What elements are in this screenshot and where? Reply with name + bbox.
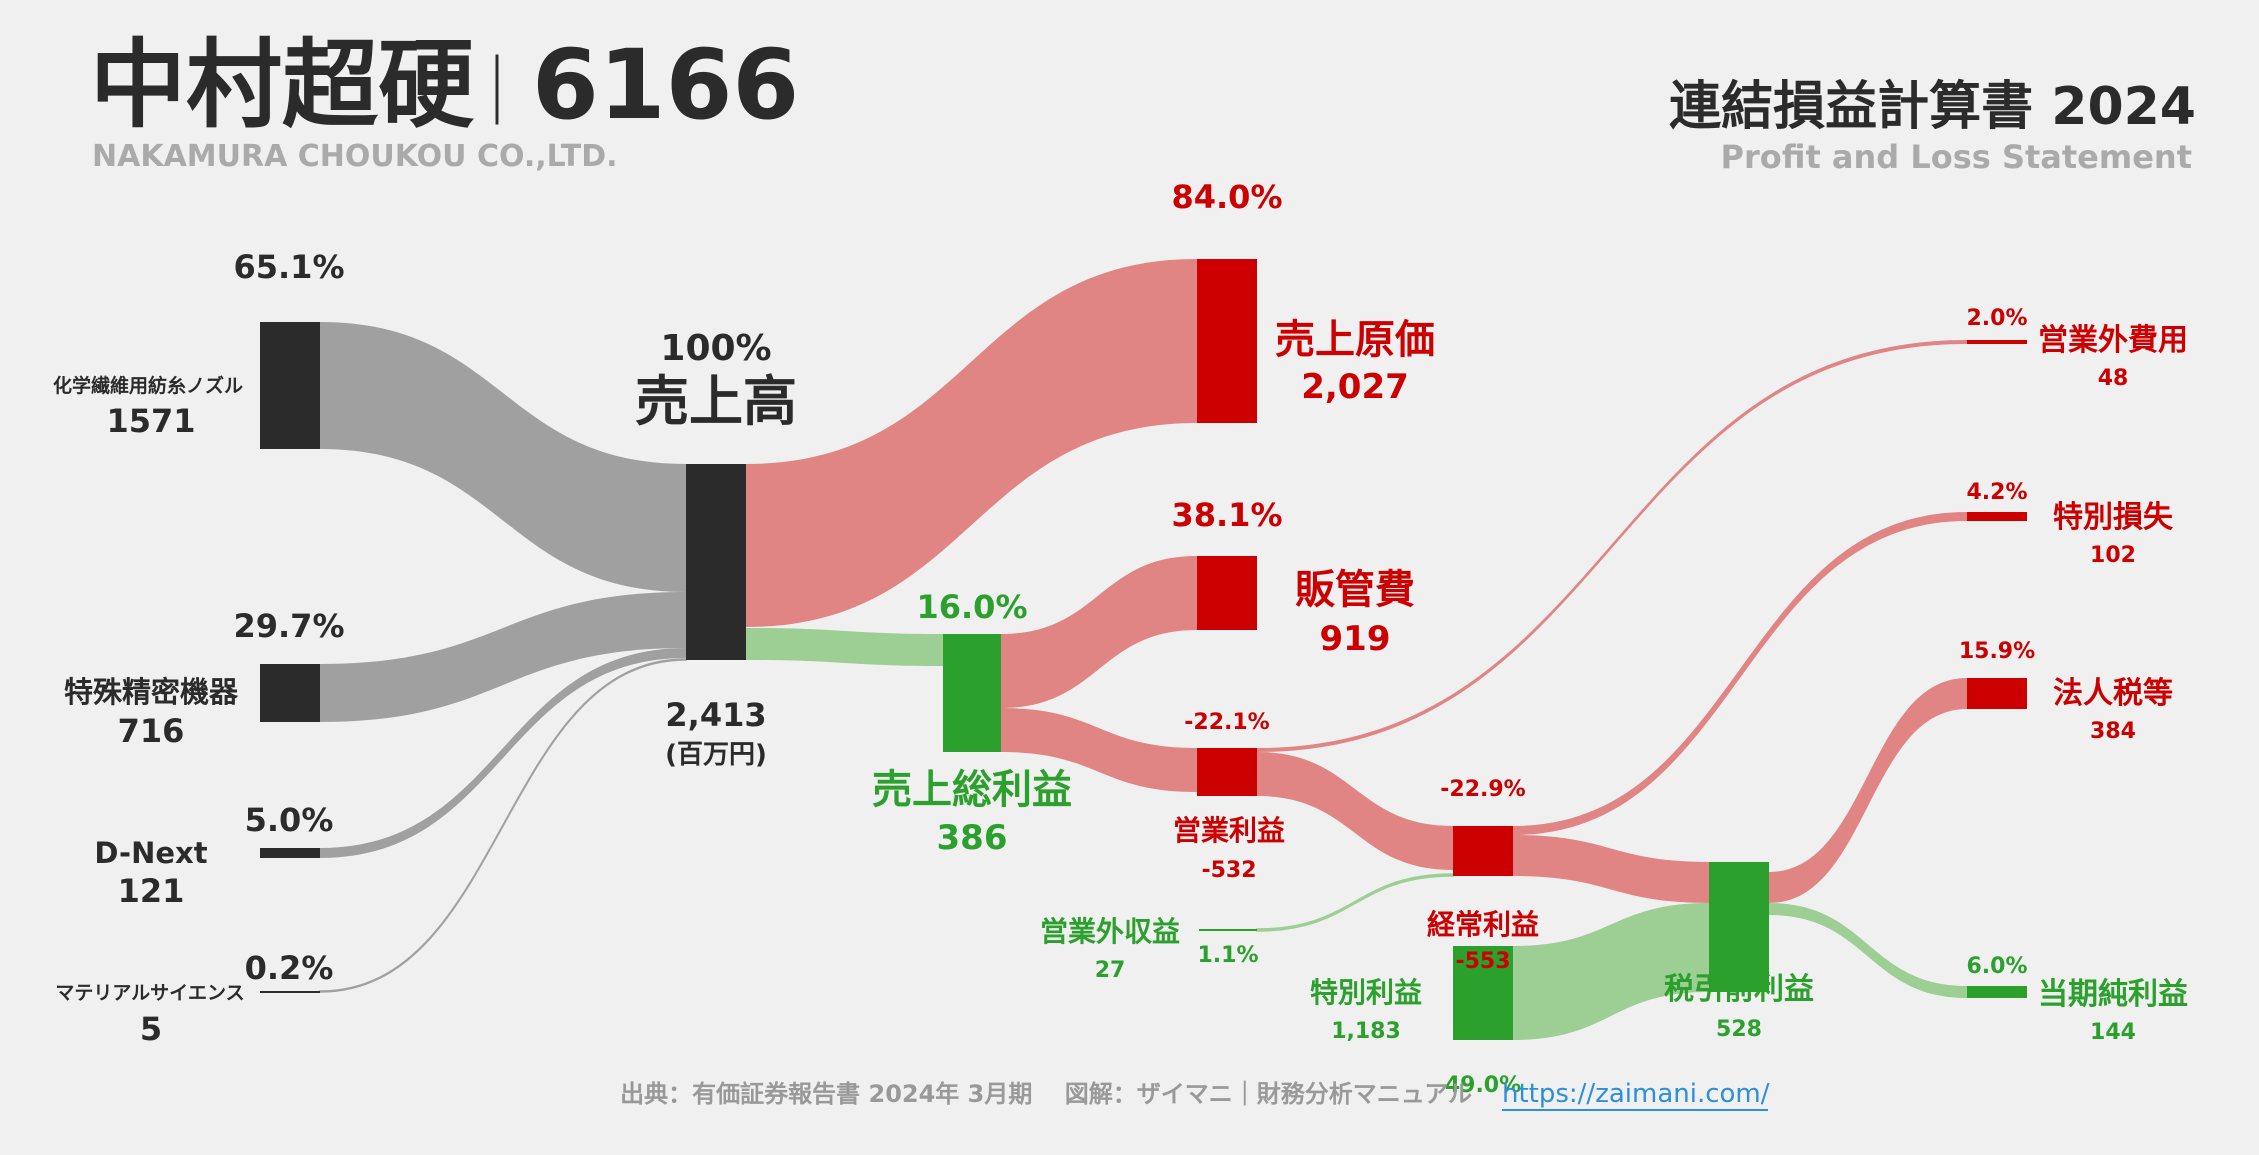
flow-dnext-revenue bbox=[320, 648, 686, 858]
node-cost-of-sales bbox=[1197, 259, 1257, 423]
segment-dnext-name: D-Next bbox=[94, 836, 207, 870]
sga-value: 919 bbox=[1320, 619, 1391, 659]
extraordinary-loss-value: 102 bbox=[2090, 543, 2136, 568]
non-op-income-pct: 1.1% bbox=[1197, 943, 1258, 968]
flow-operating-nonopexp bbox=[1257, 340, 1967, 752]
node-operating-profit bbox=[1197, 748, 1257, 796]
sga-pct: 38.1% bbox=[1171, 496, 1282, 534]
flow-precision-revenue bbox=[320, 592, 686, 722]
operating-profit-name: 営業利益 bbox=[1173, 814, 1285, 847]
flow-extraincome-pretax bbox=[1513, 903, 1709, 1040]
revenue-name: 売上高 bbox=[635, 370, 797, 433]
pretax-profit-name: 税引前利益 bbox=[1664, 972, 1814, 1007]
operating-profit-pct: -22.1% bbox=[1184, 710, 1269, 735]
node-extraordinary-loss bbox=[1967, 512, 2027, 521]
net-income-value: 144 bbox=[2090, 1020, 2136, 1045]
segment-material-name: マテリアルサイエンス bbox=[55, 982, 244, 1004]
statement-title: 連結損益計算書 2024 bbox=[1669, 77, 2196, 137]
segment-precision-name: 特殊精密機器 bbox=[64, 675, 239, 709]
non-op-expense-name: 営業外費用 bbox=[2038, 323, 2188, 358]
node-dnext bbox=[260, 848, 320, 858]
node-ordinary-profit bbox=[1453, 826, 1513, 876]
segment-precision-value: 716 bbox=[118, 712, 185, 750]
flow-pretax-tax bbox=[1769, 678, 1967, 903]
cost-of-sales-value: 2,027 bbox=[1301, 367, 1409, 407]
company-name-en: NAKAMURA CHOUKOU CO.,LTD. bbox=[92, 139, 618, 174]
flow-pretax-net bbox=[1769, 903, 1967, 998]
flow-revenue-gross bbox=[746, 628, 943, 666]
extraordinary-income-pct: 49.0% bbox=[1445, 1073, 1521, 1098]
cost-of-sales-name: 売上原価 bbox=[1275, 317, 1435, 363]
revenue-pct: 100% bbox=[660, 328, 771, 369]
extraordinary-loss-pct: 4.2% bbox=[1966, 480, 2027, 505]
flow-revenue-cost bbox=[746, 259, 1197, 627]
node-revenue bbox=[686, 464, 746, 660]
node-material bbox=[260, 991, 320, 993]
extraordinary-loss-name: 特別損失 bbox=[2053, 500, 2174, 535]
segment-nozzle-value: 1571 bbox=[106, 402, 195, 440]
node-non-op-expense bbox=[1967, 340, 2027, 344]
gross-profit-value: 386 bbox=[937, 818, 1008, 858]
net-income-pct: 6.0% bbox=[1966, 954, 2027, 979]
revenue-value: 2,413 bbox=[665, 696, 766, 734]
flow-nonopinc-ordinary bbox=[1256, 873, 1454, 932]
unit-label: (百万円) bbox=[665, 740, 767, 770]
pretax-profit-value: 528 bbox=[1716, 1017, 1762, 1042]
node-nozzle bbox=[260, 322, 320, 449]
income-tax-pct: 15.9% bbox=[1959, 639, 2035, 664]
source-credit: 出典：有価証券報告書 2024年 3月期 図解：ザイマニ｜財務分析マニュアル bbox=[620, 1080, 1472, 1108]
non-op-income-value: 27 bbox=[1095, 958, 1126, 983]
flow-ordinary-extraloss bbox=[1513, 512, 1967, 835]
node-extraordinary-income bbox=[1453, 946, 1513, 1040]
segment-nozzle-pct: 65.1% bbox=[233, 248, 344, 286]
statement-subtitle: Profit and Loss Statement bbox=[1721, 138, 2192, 176]
segment-dnext-pct: 5.0% bbox=[245, 801, 334, 839]
node-precision bbox=[260, 664, 320, 722]
extraordinary-income-name: 特別利益 bbox=[1310, 976, 1422, 1009]
gross-profit-name: 売上総利益 bbox=[872, 767, 1072, 813]
extraordinary-income-value: 1,183 bbox=[1331, 1019, 1401, 1044]
node-income-tax bbox=[1967, 678, 2027, 709]
source-link[interactable]: https://zaimani.com/ bbox=[1502, 1079, 1770, 1109]
segment-material-pct: 0.2% bbox=[245, 949, 334, 987]
gross-profit-pct: 16.0% bbox=[916, 588, 1027, 626]
operating-profit-value: -532 bbox=[1201, 858, 1256, 883]
non-op-expense-pct: 2.0% bbox=[1966, 306, 2027, 331]
ticker-code: 6166 bbox=[532, 29, 799, 141]
non-op-expense-value: 48 bbox=[2098, 366, 2129, 391]
flow-gross-sga bbox=[1001, 556, 1197, 708]
flow-nozzle-revenue bbox=[320, 322, 686, 592]
node-non-op-income bbox=[1199, 929, 1257, 931]
ordinary-profit-pct: -22.9% bbox=[1440, 777, 1525, 802]
node-net-income bbox=[1967, 986, 2027, 998]
flow-ordinary-pretax bbox=[1513, 835, 1709, 903]
flow-gross-operating bbox=[1001, 708, 1197, 792]
income-tax-name: 法人税等 bbox=[2053, 676, 2173, 711]
segment-material-value: 5 bbox=[140, 1010, 162, 1048]
company-name: 中村超硬 bbox=[90, 29, 474, 141]
ordinary-profit-name: 経常利益 bbox=[1427, 908, 1539, 941]
income-tax-value: 384 bbox=[2090, 719, 2136, 744]
non-op-income-name: 営業外収益 bbox=[1040, 915, 1180, 948]
flow-operating-ordinary bbox=[1257, 752, 1453, 870]
segment-dnext-value: 121 bbox=[118, 872, 185, 910]
node-gross-profit bbox=[943, 634, 1001, 752]
node-pretax-profit bbox=[1709, 862, 1769, 992]
node-sga bbox=[1197, 556, 1257, 630]
segment-nozzle-name: 化学繊維用紡糸ノズル bbox=[53, 374, 243, 397]
segment-precision-pct: 29.7% bbox=[233, 607, 344, 645]
net-income-name: 当期純利益 bbox=[2038, 977, 2188, 1012]
cost-of-sales-pct: 84.0% bbox=[1171, 178, 1282, 216]
ordinary-profit-value: -553 bbox=[1455, 949, 1510, 974]
sga-name: 販管費 bbox=[1295, 567, 1415, 613]
title-separator: ｜ bbox=[462, 51, 532, 133]
